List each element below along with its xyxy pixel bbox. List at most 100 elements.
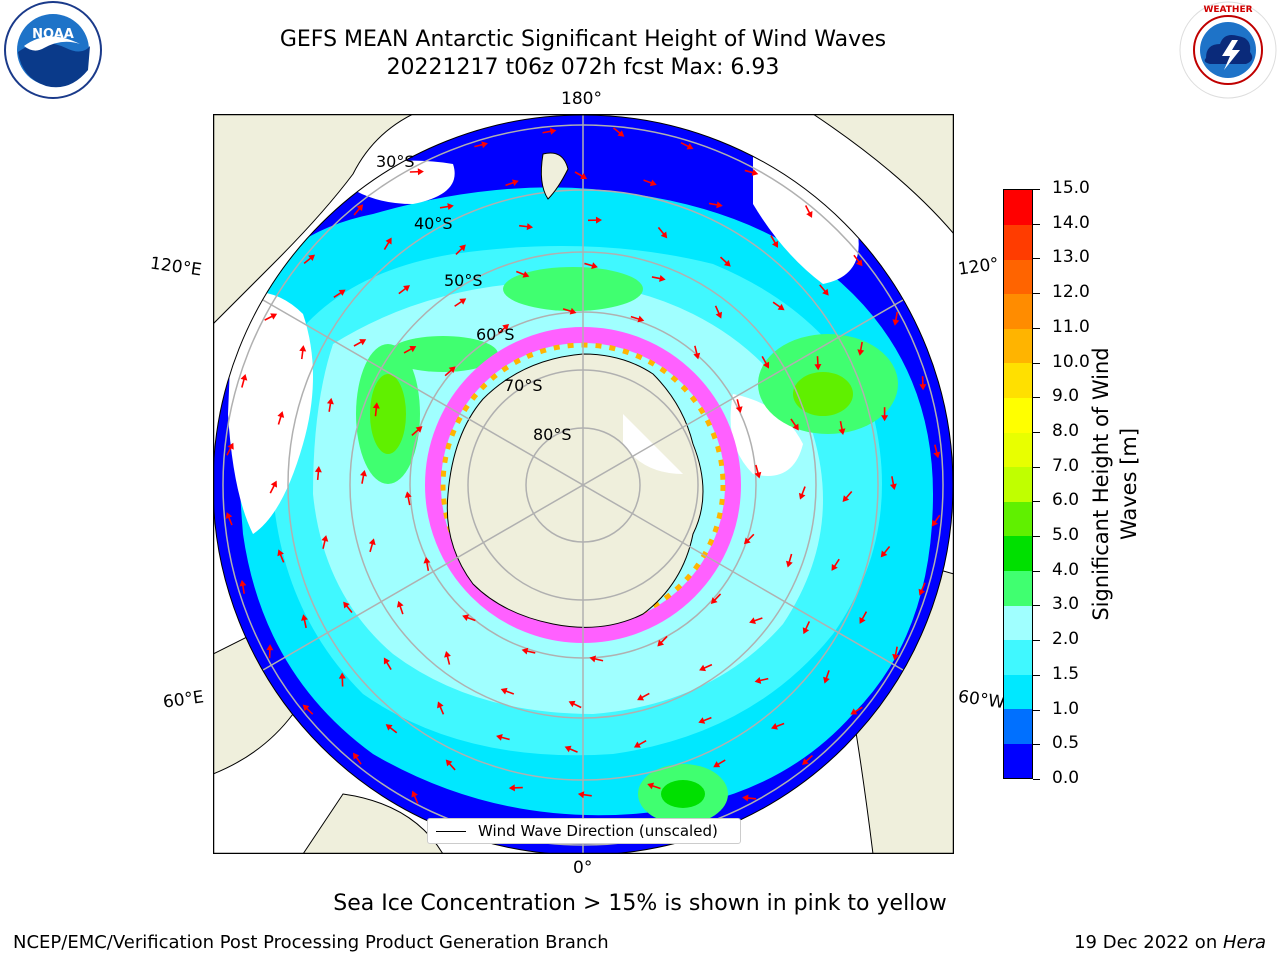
chart-subtitle: 20221217 t06z 072h fcst Max: 6.93 [386,55,780,80]
wave-direction-arrow [892,311,900,326]
colorbar-tick-label: 12.0 [1052,282,1090,303]
wave-direction-arrow [519,223,534,231]
wave-direction-arrow [411,790,419,804]
wave-direction-arrow [785,553,793,568]
colorbar-segment [1004,224,1032,260]
wave-direction-arrow [462,614,476,622]
colorbar-tick-label: 8.0 [1052,420,1080,441]
wave-direction-arrow [819,284,829,296]
colorbar-tick-label: 6.0 [1052,490,1080,511]
colorbar-tick-label: 9.0 [1052,386,1080,407]
wave-direction-arrow [343,601,353,613]
colorbar-tick [1033,605,1040,607]
wave-direction-arrow [931,514,941,527]
wave-direction-arrow [496,734,510,741]
lat-label-60s: 60°S [476,325,515,344]
wave-direction-arrow [743,533,755,545]
wave-direction-arrow [761,355,770,369]
wave-direction-arrow [455,244,466,256]
colorbar-tick [1033,327,1040,329]
wave-direction-arrow [396,600,404,615]
colorbar-tick-label: 14.0 [1052,212,1090,233]
colorbar-tick [1033,431,1040,433]
wave-direction-arrow [881,407,889,422]
wave-direction-arrow [735,399,743,413]
colorbar-segment [1004,362,1032,399]
wave-direction-arrow [933,444,941,459]
wave-direction-arrow [771,722,785,730]
wave-direction-arrow [889,476,897,491]
colorbar-tick [1033,397,1040,399]
wave-direction-arrow [521,647,536,655]
colorbar-tick [1033,501,1040,503]
wave-direction-arrow [498,323,510,334]
wave-direction-arrow [742,794,757,802]
wave-direction-arrow [277,549,285,563]
land-new-zealand [540,152,569,200]
wave-direction-arrow [239,579,247,594]
wave-direction-arrow [831,558,840,571]
lat-label-50s: 50°S [444,271,483,290]
colorbar-tick [1033,258,1040,260]
colorbar-tick-label: 7.0 [1052,455,1080,476]
noaa-logo: NOAA [0,0,106,102]
wave-direction-arrow [770,235,779,248]
colorbar-tick-label: 13.0 [1052,247,1090,268]
wave-direction-arrow [299,345,307,360]
wave-direction-arrow [842,490,853,503]
colorbar-tick-label: 0.0 [1052,768,1080,788]
wave-direction-arrow [612,127,625,137]
wave-direction-arrow [568,700,582,709]
colorbar-tick [1033,536,1040,538]
nws-logo: WEATHER [1176,0,1280,102]
colorbar-tick-label: 2.0 [1052,629,1080,650]
wave-direction-arrow [564,745,578,753]
colorbar-segment [1004,190,1032,226]
colorbar-tick [1033,709,1040,711]
wave-direction-arrow [368,538,376,553]
lat-label-40s: 40°S [414,214,453,233]
wave-direction-arrow [240,373,248,388]
wave-direction-arrow [454,298,467,307]
wave-direction-arrow [859,611,868,624]
land-africa-south [302,793,444,854]
wave-direction-arrow [404,491,412,506]
colorbar-segment [1004,397,1032,433]
lat-label-70s: 70°S [504,376,543,395]
wave-direction-arrow [589,655,604,663]
antarctic-map [213,114,954,854]
wave-direction-arrow [647,782,661,790]
wave-direction-arrow [744,169,759,176]
colorbar-tick-label: 11.0 [1052,316,1090,337]
colorbar-tick-label: 15.0 [1052,178,1090,198]
wave-direction-arrow [500,687,515,695]
wave-direction-arrow [802,621,811,635]
wave-direction-arrow [326,397,334,412]
wave-direction-arrow [698,716,712,724]
wave-direction-arrow [411,426,423,436]
wave-direction-arrow [383,237,392,250]
wave-direction-arrow [338,672,346,687]
wave-direction-arrow [303,254,316,264]
colorbar-tick-label: 5.0 [1052,525,1080,546]
legend-label: Wind Wave Direction (unscaled) [478,822,718,840]
wave-direction-arrow [892,646,900,661]
colorbar-tick-label: 1.0 [1052,698,1080,719]
wave-direction-arrow [277,411,285,425]
colorbar-tick [1033,189,1040,190]
lon-label-120w: 120° [956,254,1001,280]
map-legend: Wind Wave Direction (unscaled) [427,818,741,844]
wind-wave-arrows [225,127,941,843]
wave-direction-arrow [353,339,367,347]
wave-direction-arrow [360,469,367,484]
wave-direction-arrow [657,226,668,239]
wave-direction-arrow [574,171,588,180]
wave-direction-arrow [474,141,488,149]
wave-direction-arrow [226,442,234,456]
footer-credit: NCEP/EMC/Verification Post Processing Pr… [13,932,609,953]
wave-direction-arrow [850,706,863,715]
colorbar-segment [1004,605,1032,641]
lon-label-180: 180° [561,89,602,109]
wave-direction-arrow [542,127,557,135]
colorbar-segment [1004,743,1032,779]
